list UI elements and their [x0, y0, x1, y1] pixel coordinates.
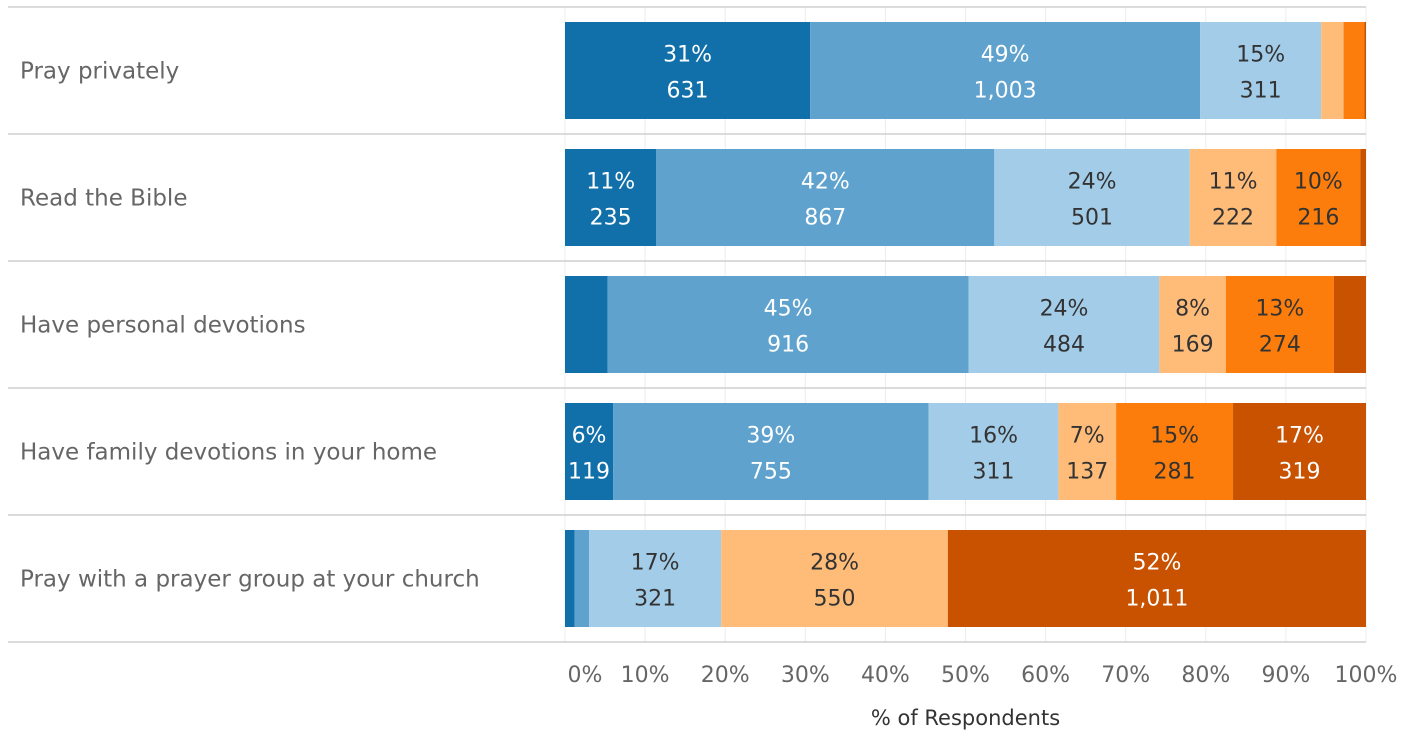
data-label-percent: 24% — [1068, 170, 1117, 195]
bar-row: 11% 235 42% 867 24% 501 11% 222 10% 216 — [565, 149, 1366, 246]
bar-segment — [1058, 403, 1117, 500]
data-label-count: 321 — [634, 587, 676, 612]
bar-segment — [1225, 276, 1334, 373]
bar-segment — [1360, 149, 1366, 246]
data-label-count: 319 — [1279, 460, 1321, 485]
category-label: Have personal devotions — [20, 313, 306, 339]
data-label-count: 169 — [1172, 333, 1214, 358]
bar-segment — [1233, 403, 1366, 500]
data-label-percent: 11% — [1209, 170, 1258, 195]
data-label-count: 1,011 — [1125, 587, 1188, 612]
bar-row: 31% 631 49% 1,003 15% 311 — [565, 22, 1366, 119]
bar-segment — [947, 530, 1366, 627]
bar-segment — [968, 276, 1160, 373]
data-label-percent: 24% — [1040, 297, 1089, 322]
data-label-percent: 10% — [1294, 170, 1343, 195]
x-tick-label: 50% — [941, 663, 990, 688]
bar-segment — [1364, 22, 1366, 119]
x-tick-label: 70% — [1101, 663, 1150, 688]
category-label: Read the Bible — [20, 186, 187, 212]
bar-row: 6% 119 39% 755 16% 311 7% 137 15% 281 17% 319 — [565, 403, 1366, 500]
bar-segment — [589, 530, 722, 627]
bar-segment — [565, 276, 608, 373]
data-label-percent: 31% — [663, 43, 712, 68]
data-label-percent: 49% — [981, 43, 1030, 68]
data-label-percent: 13% — [1255, 297, 1304, 322]
data-label-count: 916 — [767, 333, 809, 358]
bar-row: 17% 321 28% 550 52% 1,011 — [565, 530, 1366, 627]
data-label-percent: 45% — [764, 297, 813, 322]
category-label: Pray with a prayer group at your church — [20, 567, 480, 593]
data-label-count: 281 — [1154, 460, 1196, 485]
bar-segment — [607, 276, 969, 373]
data-label-percent: 11% — [586, 170, 635, 195]
data-label-count: 631 — [667, 79, 709, 104]
data-label-count: 867 — [804, 206, 846, 231]
x-tick-label: 10% — [621, 663, 670, 688]
data-label-count: 274 — [1259, 333, 1301, 358]
x-tick-label: 80% — [1181, 663, 1230, 688]
data-label-percent: 28% — [810, 551, 859, 576]
data-label-percent: 39% — [746, 424, 795, 449]
bars: 31%63149%1,00315%31111%23542%86724%50111… — [565, 22, 1366, 627]
data-label-percent: 6% — [572, 424, 607, 449]
data-label-count: 501 — [1071, 206, 1113, 231]
bar-segment — [1321, 22, 1344, 119]
x-tick-label: 40% — [861, 663, 910, 688]
data-label-percent: 42% — [801, 170, 850, 195]
x-tick-label: 90% — [1261, 663, 1310, 688]
category-labels: Pray privately Read the Bible Have persona… — [20, 59, 480, 593]
bar-segment — [1159, 276, 1226, 373]
bar-segment — [565, 22, 811, 119]
bar-segment — [994, 149, 1190, 246]
bar-segment — [574, 530, 590, 627]
bar-segment — [810, 22, 1201, 119]
bar-segment — [1333, 276, 1366, 373]
x-tick-label: 0% — [568, 663, 603, 688]
data-label-percent: 16% — [969, 424, 1018, 449]
bar-segment — [721, 530, 948, 627]
data-label-count: 484 — [1043, 333, 1085, 358]
bar-segment — [1116, 403, 1234, 500]
data-label-percent: 17% — [1275, 424, 1324, 449]
x-tick-label: 100% — [1335, 663, 1398, 688]
data-label-count: 216 — [1297, 206, 1339, 231]
data-label-count: 1,003 — [974, 79, 1037, 104]
data-label-count: 235 — [590, 206, 632, 231]
bar-segment — [656, 149, 995, 246]
data-label-count: 311 — [973, 460, 1015, 485]
data-label-percent: 7% — [1070, 424, 1105, 449]
row-separators — [8, 6, 1366, 643]
bar-segment — [928, 403, 1059, 500]
data-label-percent: 17% — [631, 551, 680, 576]
data-label-percent: 8% — [1175, 297, 1210, 322]
x-tick-label: 20% — [701, 663, 750, 688]
data-label-count: 137 — [1066, 460, 1108, 485]
bar-segment — [1276, 149, 1361, 246]
bar-segment — [1343, 22, 1365, 119]
x-axis-title: % of Respondents — [871, 706, 1060, 730]
data-label-count: 222 — [1212, 206, 1254, 231]
bar-segment — [1200, 22, 1322, 119]
bar-segment — [565, 530, 575, 627]
x-axis: 0% 10% 20% 30% 40% 50% 60% 70% 80% 90% 100% % of Re… — [568, 663, 1398, 730]
x-tick-label: 30% — [781, 663, 830, 688]
data-label-count: 550 — [814, 587, 856, 612]
category-label: Have family devotions in your home — [20, 440, 437, 466]
data-label-percent: 52% — [1132, 551, 1181, 576]
bar-segment — [565, 403, 614, 500]
bar-segment — [613, 403, 929, 500]
data-label-count: 311 — [1240, 79, 1282, 104]
data-label-count: 119 — [568, 460, 610, 485]
data-label-percent: 15% — [1150, 424, 1199, 449]
bar-segment — [1189, 149, 1277, 246]
data-label-percent: 15% — [1236, 43, 1285, 68]
x-tick-label: 60% — [1021, 663, 1070, 688]
data-label-count: 755 — [750, 460, 792, 485]
bar-row: 45% 916 24% 484 8% 169 13% 274 — [565, 276, 1366, 373]
category-label: Pray privately — [20, 59, 179, 85]
bar-segment — [565, 149, 657, 246]
